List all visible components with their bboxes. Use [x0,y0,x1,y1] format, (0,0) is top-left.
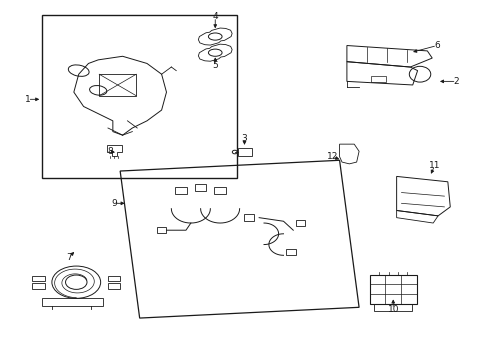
Text: 9: 9 [111,199,117,208]
Text: 5: 5 [212,61,218,70]
Text: 11: 11 [428,161,440,170]
Text: 2: 2 [453,77,459,86]
Text: 8: 8 [107,147,113,156]
Text: 3: 3 [241,134,247,143]
Text: 1: 1 [24,95,30,104]
Text: 12: 12 [326,152,337,161]
Text: 6: 6 [433,41,439,50]
Text: 10: 10 [386,305,398,314]
Text: 4: 4 [212,12,218,21]
Text: 7: 7 [66,253,72,262]
